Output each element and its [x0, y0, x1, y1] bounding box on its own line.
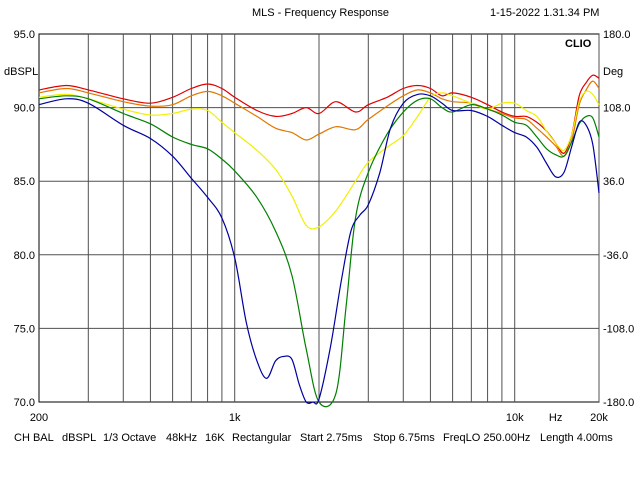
series-line-4 — [38, 95, 600, 408]
footer-mls-size: 16K — [205, 432, 225, 444]
footer-freq-lo: FreqLO 250.00Hz — [443, 432, 531, 444]
footer-unit: dBSPL — [62, 432, 97, 444]
y2-tick-label: 108.0 — [603, 103, 631, 115]
y-tick-label: 75.0 — [14, 323, 35, 335]
x-tick-label: 10k — [506, 412, 524, 424]
series-line-5 — [38, 93, 600, 405]
series-line-2 — [38, 80, 600, 157]
y-axis-label: dBSPL — [4, 66, 38, 78]
y2-tick-label: 36.0 — [603, 176, 624, 188]
y-tick-label: 95.0 — [14, 29, 35, 41]
y2-tick-label: -36.0 — [603, 250, 628, 262]
y-tick-label: 85.0 — [14, 176, 35, 188]
footer-window: Rectangular — [232, 432, 292, 444]
timestamp: 1-15-2022 1.31.34 PM — [490, 7, 600, 19]
y2-tick-label: -180.0 — [603, 397, 634, 409]
x-tick-label: 20k — [590, 412, 608, 424]
y2-tick-label: 180.0 — [603, 29, 631, 41]
x-tick-label: 200 — [30, 412, 48, 424]
y-tick-label: 70.0 — [14, 397, 35, 409]
brand-label: CLIO — [565, 38, 592, 50]
series-line-3 — [38, 90, 600, 230]
y-tick-label: 90.0 — [14, 103, 35, 115]
footer-sample-rate: 48kHz — [166, 432, 198, 444]
y-tick-label: 80.0 — [14, 250, 35, 262]
y2-axis-label: Deg — [603, 66, 623, 78]
y2-tick-label: -108.0 — [603, 323, 634, 335]
footer-smoothing: 1/3 Octave — [103, 432, 157, 444]
chart-title: MLS - Frequency Response — [252, 7, 389, 19]
footer-start: Start 2.75ms — [300, 432, 363, 444]
footer-length: Length 4.00ms — [540, 432, 613, 444]
x-axis-label: Hz — [549, 412, 562, 424]
x-tick-label: 1k — [229, 412, 241, 424]
footer-channel: CH BAL — [14, 432, 54, 444]
footer-stop: Stop 6.75ms — [373, 432, 435, 444]
